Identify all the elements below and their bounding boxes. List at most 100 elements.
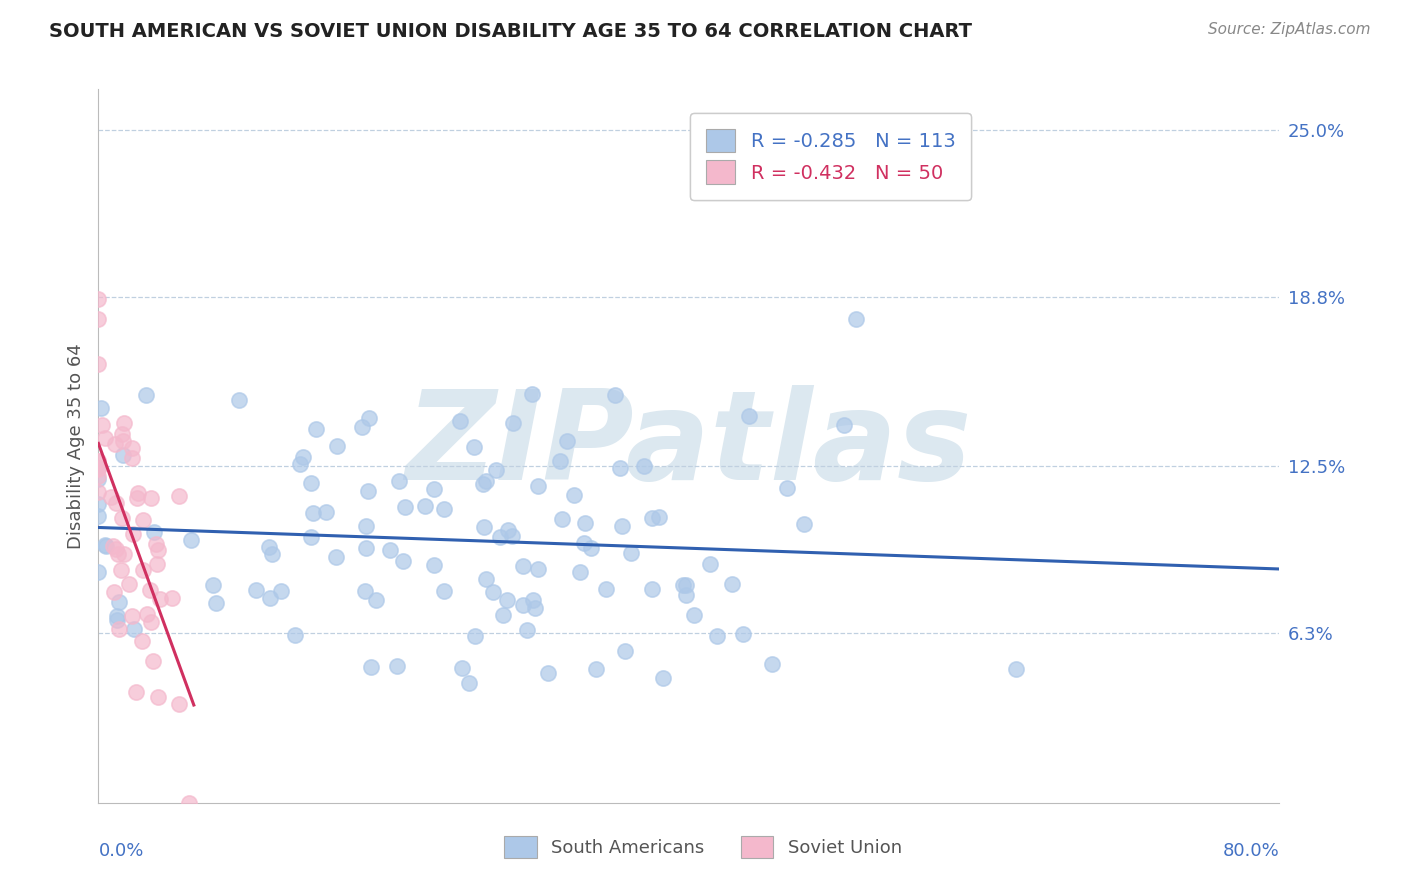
- Point: [87, 508, 110, 523]
- Point: [284, 628, 307, 642]
- Point: [141, 491, 163, 505]
- Point: [87, 460, 110, 475]
- Point: [512, 598, 534, 612]
- Point: [94, 538, 117, 552]
- Point: [354, 518, 377, 533]
- Point: [488, 530, 510, 544]
- Point: [433, 502, 456, 516]
- Point: [139, 615, 162, 630]
- Point: [105, 608, 128, 623]
- Point: [496, 523, 519, 537]
- Point: [325, 549, 347, 564]
- Point: [523, 601, 546, 615]
- Point: [380, 542, 402, 557]
- Point: [357, 410, 380, 425]
- Point: [167, 697, 190, 711]
- Point: [87, 485, 110, 500]
- Point: [536, 666, 558, 681]
- Point: [112, 416, 135, 430]
- Point: [205, 596, 228, 610]
- Point: [620, 546, 643, 560]
- Point: [121, 451, 143, 466]
- Point: [385, 659, 408, 673]
- Point: [167, 489, 190, 503]
- Text: SOUTH AMERICAN VS SOVIET UNION DISABILITY AGE 35 TO 64 CORRELATION CHART: SOUTH AMERICAN VS SOVIET UNION DISABILIT…: [49, 22, 972, 41]
- Point: [449, 414, 471, 428]
- Point: [595, 582, 617, 596]
- Point: [641, 510, 664, 524]
- Point: [1005, 662, 1028, 676]
- Point: [131, 563, 153, 577]
- Point: [682, 608, 704, 623]
- Point: [107, 548, 129, 562]
- Point: [522, 593, 544, 607]
- Point: [720, 577, 742, 591]
- Point: [111, 511, 134, 525]
- Point: [699, 557, 721, 571]
- Point: [148, 591, 170, 606]
- Point: [122, 527, 145, 541]
- Point: [356, 541, 378, 555]
- Point: [94, 431, 117, 445]
- Point: [471, 477, 494, 491]
- Point: [568, 565, 591, 579]
- Point: [832, 417, 855, 432]
- Point: [474, 572, 496, 586]
- Point: [139, 583, 162, 598]
- Point: [394, 500, 416, 515]
- Point: [423, 558, 446, 573]
- Point: [706, 629, 728, 643]
- Point: [572, 536, 595, 550]
- Point: [136, 607, 159, 621]
- Point: [350, 420, 373, 434]
- Point: [776, 482, 799, 496]
- Point: [557, 434, 579, 449]
- Point: [496, 593, 519, 607]
- Point: [259, 591, 281, 605]
- Point: [87, 461, 110, 475]
- Text: 80.0%: 80.0%: [1223, 842, 1279, 860]
- Point: [125, 685, 148, 699]
- Point: [651, 671, 673, 685]
- Point: [845, 312, 868, 326]
- Point: [179, 796, 201, 810]
- Point: [260, 548, 283, 562]
- Point: [87, 311, 110, 326]
- Point: [100, 490, 122, 504]
- Point: [245, 583, 267, 598]
- Point: [146, 542, 169, 557]
- Point: [110, 564, 132, 578]
- Y-axis label: Disability Age 35 to 64: Disability Age 35 to 64: [66, 343, 84, 549]
- Point: [413, 499, 436, 513]
- Point: [562, 488, 585, 502]
- Point: [302, 507, 325, 521]
- Point: [105, 613, 128, 627]
- Point: [87, 292, 110, 306]
- Text: 0.0%: 0.0%: [98, 842, 143, 860]
- Point: [111, 434, 134, 448]
- Point: [121, 441, 143, 455]
- Point: [733, 627, 755, 641]
- Point: [527, 562, 550, 576]
- Point: [738, 409, 761, 423]
- Point: [464, 629, 486, 643]
- Point: [270, 583, 292, 598]
- Point: [551, 512, 574, 526]
- Text: ZIPatlas: ZIPatlas: [406, 385, 972, 507]
- Point: [148, 690, 170, 704]
- Point: [121, 608, 143, 623]
- Point: [104, 541, 127, 556]
- Legend: R = -0.285   N = 113, R = -0.432   N = 50: R = -0.285 N = 113, R = -0.432 N = 50: [690, 113, 972, 200]
- Point: [162, 591, 184, 605]
- Point: [104, 495, 127, 509]
- Point: [228, 392, 250, 407]
- Point: [87, 453, 110, 467]
- Point: [87, 496, 110, 510]
- Point: [366, 592, 388, 607]
- Point: [135, 388, 157, 402]
- Point: [672, 578, 695, 592]
- Point: [527, 479, 550, 493]
- Legend: South Americans, Soviet Union: South Americans, Soviet Union: [498, 829, 908, 865]
- Point: [131, 634, 153, 648]
- Point: [127, 486, 149, 500]
